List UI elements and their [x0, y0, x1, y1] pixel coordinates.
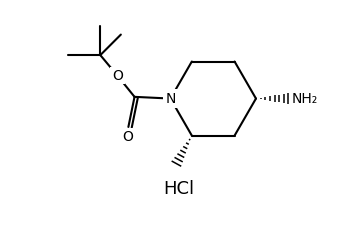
Text: O: O [112, 69, 123, 83]
Text: O: O [122, 130, 133, 144]
Text: NH₂: NH₂ [291, 92, 318, 106]
Text: N: N [165, 92, 176, 106]
Text: HCl: HCl [164, 180, 194, 198]
